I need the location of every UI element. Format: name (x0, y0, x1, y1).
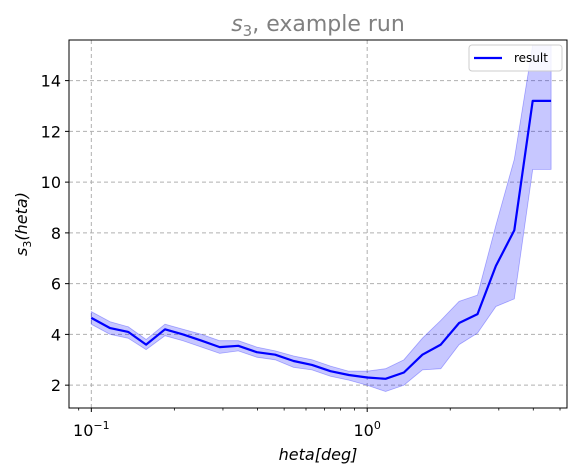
legend-label: result (514, 51, 548, 65)
series-band (90, 44, 552, 392)
legend-box (468, 44, 563, 72)
chart-title-rest: , example run (252, 12, 405, 37)
y-tick-label: 2 (51, 376, 61, 395)
y-axis-label-main: s (12, 248, 31, 256)
y-axis-label: s3(heta) (12, 192, 34, 256)
y-ticks: 2 4 6 8 10 12 14 (41, 72, 69, 395)
y-tick-label: 8 (51, 224, 61, 243)
band-layer (90, 44, 552, 392)
plot-frame (68, 39, 568, 409)
legend: result (468, 44, 563, 72)
chart-title-main: s (231, 12, 242, 37)
grid (69, 40, 567, 408)
y-axis-label-sub: 3 (21, 241, 34, 248)
x-tick-label: 100 (354, 419, 381, 440)
series-line (90, 99, 552, 380)
chart-title-sub: 3 (243, 22, 253, 40)
x-axis-label: heta[deg] (279, 445, 358, 464)
y-tick-label: 10 (41, 173, 61, 192)
y-tick-label: 4 (51, 325, 61, 344)
chart-title: s3, example run (231, 12, 405, 40)
y-axis-label-rest: (heta) (12, 192, 31, 241)
x-tick-label: 10−1 (73, 419, 110, 440)
y-tick-label: 12 (41, 122, 61, 141)
x-ticks: 10−1 100 (73, 408, 561, 440)
y-tick-label: 6 (51, 275, 61, 294)
y-tick-label: 14 (41, 72, 61, 91)
line-layer (90, 99, 552, 380)
